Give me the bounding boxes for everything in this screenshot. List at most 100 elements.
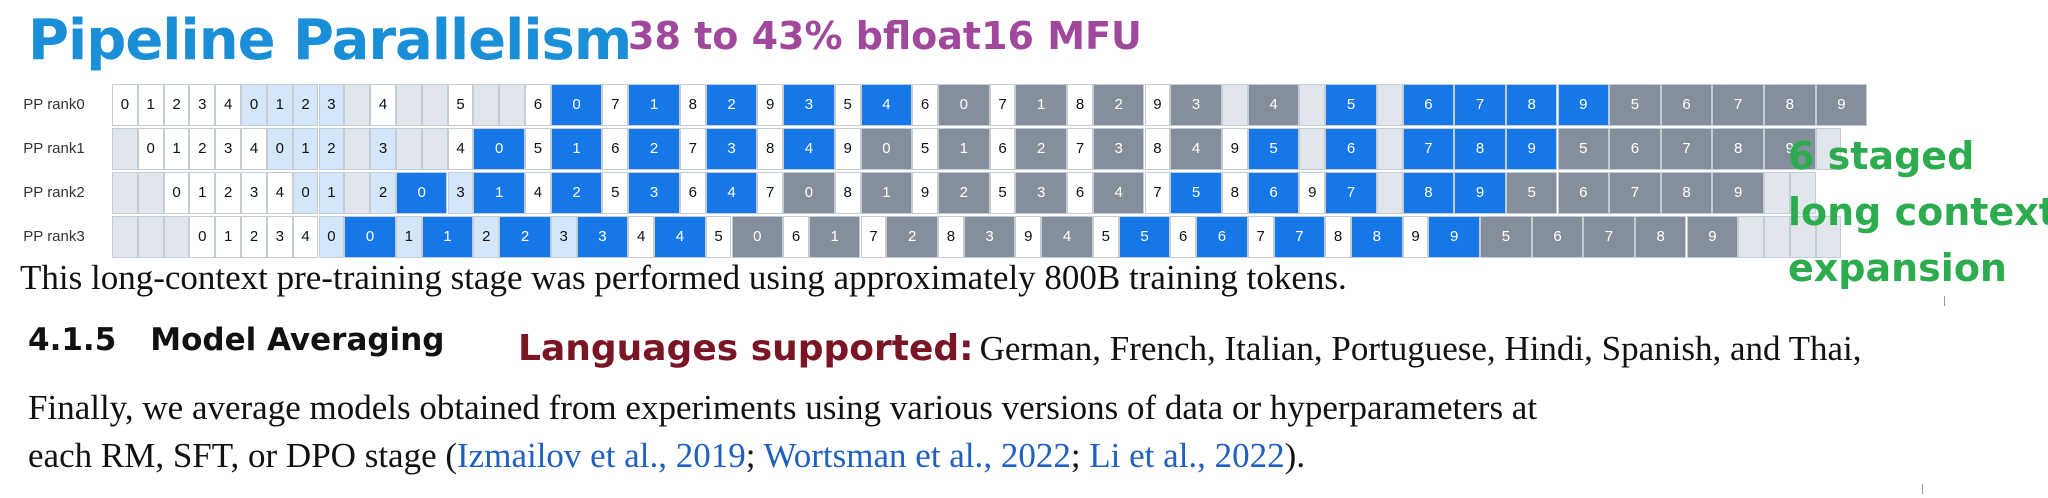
pp-cell: 8	[1634, 216, 1687, 258]
paragraph-line-2: each RM, SFT, or DPO stage (Izmailov et …	[28, 436, 1305, 476]
staged-annotation: 6 staged long context expansion	[1788, 128, 2048, 296]
pp-cell	[1738, 216, 1764, 258]
pp-rank-label: PP rank1	[23, 140, 85, 157]
pp-cell: 3	[1170, 84, 1222, 126]
pp-cell: 6	[989, 128, 1016, 170]
pp-cell: 9	[912, 172, 938, 214]
staged-line-3: expansion	[1788, 246, 2007, 290]
pp-cell	[112, 172, 138, 214]
pp-cell	[1815, 128, 1842, 170]
staged-line-1: 6 staged	[1788, 134, 1975, 178]
pp-cell	[395, 84, 422, 126]
citation-li[interactable]: Li et al., 2022	[1089, 436, 1284, 475]
pp-cell: 5	[1325, 84, 1377, 126]
pp-cell: 7	[860, 216, 887, 258]
pp-cell: 1	[215, 216, 242, 258]
pp-cell: 6	[1067, 172, 1093, 214]
citation-year: 2022	[1214, 436, 1285, 475]
pp-cell: 0	[938, 84, 990, 126]
pp-cell: 9	[757, 84, 784, 126]
citation-sep: ,	[1197, 436, 1215, 475]
pp-cell: 7	[757, 172, 784, 214]
languages-annotation: Languages supported: German, French, Ital…	[518, 328, 1862, 369]
pp-cell: 7	[1609, 172, 1661, 214]
pp-cell: 0	[241, 84, 267, 126]
pp-cell: 1	[628, 84, 680, 126]
pp-cell: 4	[1247, 84, 1300, 126]
pp-cell	[1764, 216, 1790, 258]
pp-cell: 2	[886, 216, 938, 258]
pp-cell: 9	[1815, 84, 1868, 126]
paragraph-end: ).	[1284, 436, 1306, 475]
citation-year: 2019	[675, 436, 746, 475]
mfu-annotation: 38 to 43% bfloat16 MFU	[628, 14, 1142, 58]
citation-izmailov[interactable]: Izmailov et al., 2019	[457, 436, 746, 475]
pp-cell: 3	[628, 172, 680, 214]
pp-cell: 1	[421, 216, 474, 258]
pp-cell: 3	[1015, 172, 1067, 214]
citation-sep: ,	[983, 436, 1001, 475]
pp-cell: 4	[447, 128, 474, 170]
citation-sep: ,	[658, 436, 676, 475]
pp-cell: 0	[189, 216, 216, 258]
pp-cell: 0	[860, 128, 913, 170]
pp-cell: 9	[1454, 172, 1506, 214]
pp-cell: 3	[189, 84, 216, 126]
pp-cell: 9	[1015, 216, 1042, 258]
pp-cell	[499, 84, 525, 126]
pp-cell: 8	[679, 84, 706, 126]
pp-cell: 4	[525, 172, 551, 214]
pp-cell: 3	[783, 84, 835, 126]
pp-cell: 4	[783, 128, 835, 170]
pp-cell	[421, 128, 448, 170]
pp-cell	[344, 128, 371, 170]
pp-cell: 2	[938, 172, 990, 214]
section-title: Model Averaging	[150, 322, 445, 358]
pp-cell: 8	[1454, 128, 1506, 170]
slide-title: Pipeline Parallelism	[28, 8, 632, 73]
pp-cell: 0	[783, 172, 835, 214]
staged-line-2: long context	[1788, 190, 2048, 234]
pp-cell: 2	[1092, 84, 1145, 126]
pp-cell: 7	[1067, 128, 1093, 170]
pp-cell: 9	[1299, 172, 1326, 214]
pp-cell: 3	[266, 216, 293, 258]
pp-cell: 3	[1092, 128, 1145, 170]
pp-cell: 8	[1325, 216, 1351, 258]
pp-cell	[1376, 172, 1403, 214]
pp-cell: 9	[1712, 172, 1764, 214]
citation-wortsman[interactable]: Wortsman et al., 2022	[764, 436, 1071, 475]
pp-cell: 6	[1609, 128, 1661, 170]
pp-cell: 1	[550, 128, 603, 170]
pp-rank-label: PP rank3	[23, 228, 85, 245]
pp-cell: 8	[938, 216, 964, 258]
pp-cell: 4	[705, 172, 758, 214]
pp-cell: 6	[1531, 216, 1584, 258]
pp-cell: 1	[266, 84, 293, 126]
pp-cell: 5	[989, 172, 1016, 214]
pp-cell: 1	[395, 216, 422, 258]
pp-cell	[1299, 128, 1326, 170]
pp-cell: 4	[1041, 216, 1093, 258]
pp-cell: 9	[1686, 216, 1739, 258]
pp-cell: 9	[1428, 216, 1480, 258]
pp-cell: 8	[1067, 84, 1093, 126]
pp-cell: 9	[1764, 128, 1816, 170]
pp-cell: 1	[473, 172, 525, 214]
pp-cell: 1	[189, 172, 216, 214]
pp-cell: 3	[963, 216, 1016, 258]
citation-authors: Wortsman et al.	[763, 436, 984, 475]
pp-cell: 9	[1402, 216, 1429, 258]
pp-cell: 5	[1480, 216, 1532, 258]
pp-cell	[1789, 172, 1816, 214]
pp-cell: 4	[628, 216, 655, 258]
pp-cell: 6	[525, 84, 551, 126]
pp-cell: 6	[1402, 84, 1455, 126]
pp-cell: 7	[1402, 128, 1455, 170]
pp-cell: 0	[266, 128, 293, 170]
pp-rank-label: PP rank2	[23, 184, 85, 201]
pp-cell: 1	[318, 172, 345, 214]
pp-cell: 5	[525, 128, 551, 170]
pp-cell	[421, 84, 448, 126]
pp-cell	[344, 172, 371, 214]
